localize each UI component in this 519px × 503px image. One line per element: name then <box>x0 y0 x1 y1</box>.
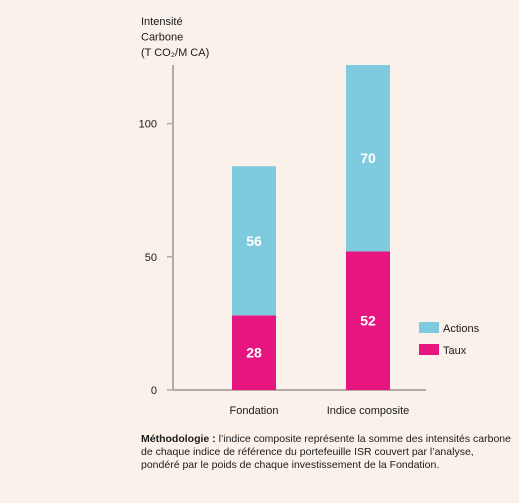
y-axis-title-line-0: Intensité <box>141 16 183 28</box>
methodology-label: Méthodologie : <box>141 433 216 445</box>
legend-label-taux: Taux <box>443 345 467 357</box>
bar-taux-1 <box>346 251 390 390</box>
methodology-text: l’indice composite représente la somme d… <box>141 433 511 472</box>
data-label-taux-0: 28 <box>246 345 262 361</box>
legend-swatch-actions <box>419 322 439 333</box>
carbon-intensity-chart: Intensité Carbone (T CO₂/M CA) 0 50 100 28 56… <box>139 16 480 417</box>
category-label-1: Indice composite <box>327 405 410 417</box>
y-tick-label-50: 50 <box>145 252 157 264</box>
data-label-actions-0: 56 <box>246 233 262 249</box>
category-label-0: Fondation <box>230 405 279 417</box>
legend: Actions Taux <box>419 322 480 357</box>
y-axis-title: Intensité Carbone (T CO₂/M CA) <box>141 16 209 59</box>
data-label-taux-1: 52 <box>360 313 376 329</box>
bar-actions-1 <box>346 65 390 252</box>
methodology-note: Méthodologie : l’indice composite représ… <box>141 433 513 473</box>
data-label-actions-1: 70 <box>360 150 376 166</box>
y-tick-label-0: 0 <box>151 385 157 397</box>
y-tick-label-100: 100 <box>139 119 157 131</box>
legend-swatch-taux <box>419 344 439 355</box>
bar-actions-0 <box>232 166 276 316</box>
y-axis-title-line-1: Carbone <box>141 32 183 44</box>
bar-taux-0 <box>232 315 276 390</box>
legend-label-actions: Actions <box>443 323 480 335</box>
y-axis-title-line-2: (T CO₂/M CA) <box>141 47 209 59</box>
bars: 28 56 Fondation 52 70 Indice composite <box>230 65 410 417</box>
